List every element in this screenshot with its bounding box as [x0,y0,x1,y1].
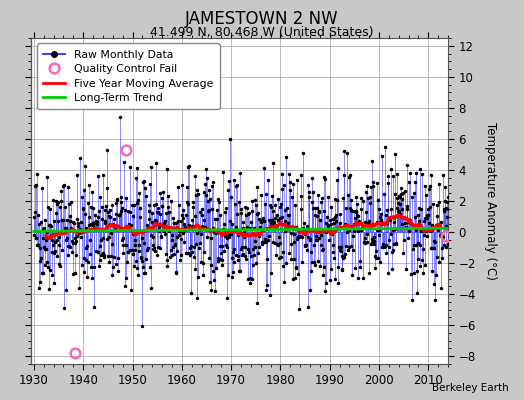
Text: 41.499 N, 80.468 W (United States): 41.499 N, 80.468 W (United States) [150,26,374,39]
Y-axis label: Temperature Anomaly (°C): Temperature Anomaly (°C) [484,122,497,280]
Text: JAMESTOWN 2 NW: JAMESTOWN 2 NW [185,10,339,28]
Legend: Raw Monthly Data, Quality Control Fail, Five Year Moving Average, Long-Term Tren: Raw Monthly Data, Quality Control Fail, … [37,44,220,110]
Text: Berkeley Earth: Berkeley Earth [432,383,508,393]
